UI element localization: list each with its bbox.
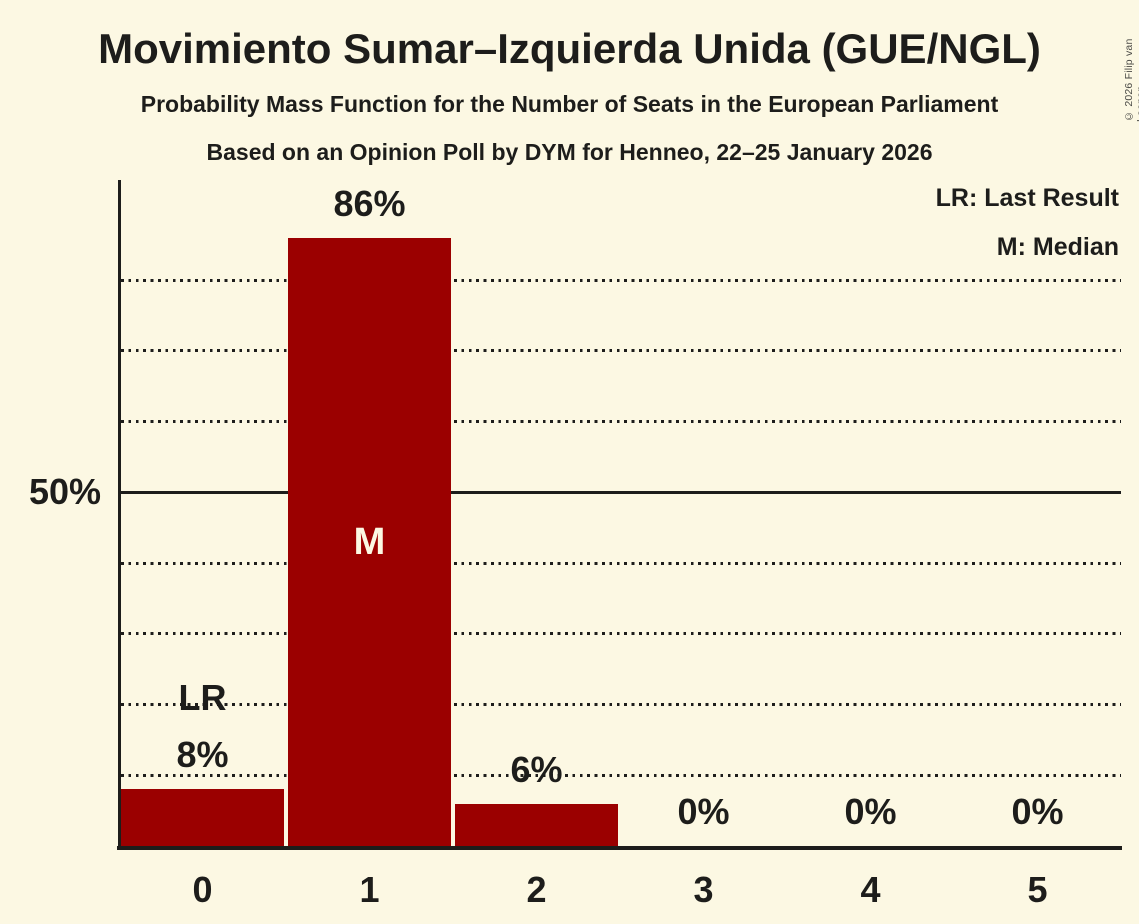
x-tick-label-3: 3: [693, 869, 714, 910]
gridline-50pct-solid: [121, 490, 1121, 494]
value-label-seats-2: 6%: [510, 748, 563, 790]
chart-poll-source: Based on an Opinion Poll by DYM for Henn…: [206, 139, 933, 165]
value-label-seats-1: 86%: [333, 182, 406, 224]
x-tick-label-0: 0: [192, 869, 213, 910]
x-tick-label-2: 2: [526, 869, 547, 910]
chart-subtitle: Probability Mass Function for the Number…: [140, 91, 999, 117]
last-result-annotation: LR: [178, 677, 227, 719]
legend-last-result: LR: Last Result: [935, 184, 1119, 212]
x-tick-label-4: 4: [860, 869, 881, 910]
legend-median: M: Median: [996, 233, 1119, 261]
bar-seats-2: [455, 803, 618, 846]
y-axis-50-percent-label: 50%: [28, 471, 101, 512]
gridline-80pct: [121, 278, 1121, 282]
x-axis-line: [117, 846, 1122, 850]
bar-seats-0: [121, 789, 284, 846]
x-tick-label-1: 1: [359, 869, 380, 910]
y-axis-line: [118, 180, 121, 850]
value-label-seats-0: 8%: [176, 734, 229, 776]
median-annotation: M: [353, 520, 386, 563]
gridline-10pct: [121, 773, 1121, 777]
gridline-40pct: [121, 561, 1121, 565]
gridline-20pct: [121, 703, 1121, 706]
value-label-seats-3: 0%: [677, 791, 730, 832]
copyright-notice: © 2026 Filip van Laenen: [1123, 38, 1139, 123]
x-tick-label-5: 5: [1027, 869, 1048, 910]
gridline-60pct: [121, 420, 1121, 424]
value-label-seats-5: 0%: [1011, 791, 1064, 832]
gridline-70pct: [121, 349, 1121, 353]
gridline-30pct: [121, 632, 1121, 636]
bar-seats-1: [288, 237, 451, 846]
chart-title: Movimiento Sumar–Izquierda Unida (GUE/NG…: [98, 25, 1041, 72]
value-label-seats-4: 0%: [844, 791, 897, 832]
